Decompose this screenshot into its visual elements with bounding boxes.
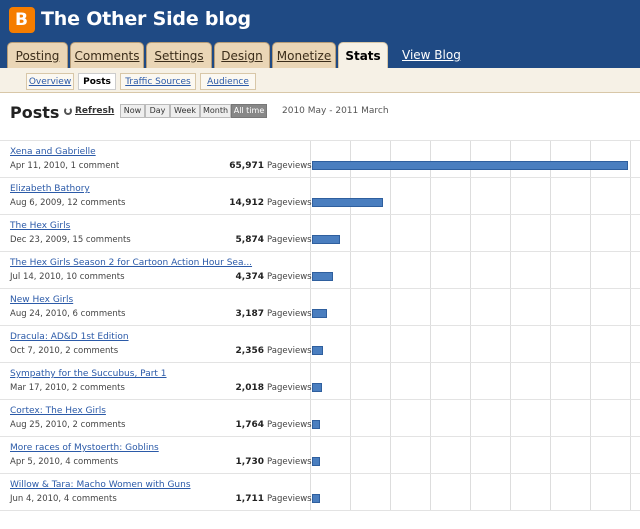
- post-title-link[interactable]: Dracula: AD&D 1st Edition: [10, 332, 129, 342]
- pageview-count: 2,356: [235, 346, 264, 356]
- table-row: Willow & Tara: Macho Women with Guns Jun…: [0, 473, 640, 510]
- post-meta: Jul 14, 2010, 10 comments: [10, 272, 125, 282]
- table-row: Dracula: AD&D 1st Edition Oct 7, 2010, 2…: [0, 325, 640, 362]
- range-day-button[interactable]: Day: [145, 104, 170, 118]
- post-title-link[interactable]: The Hex Girls Season 2 for Cartoon Actio…: [10, 258, 253, 268]
- post-meta: Jun 4, 2010, 4 comments: [10, 494, 117, 504]
- pageview-count: 5,874: [235, 235, 264, 245]
- table-row: New Hex Girls Aug 24, 2010, 6 comments 3…: [0, 288, 640, 325]
- tab-comments[interactable]: Comments: [70, 42, 144, 68]
- tab-settings[interactable]: Settings: [146, 42, 212, 68]
- post-title-link[interactable]: The Hex Girls: [10, 221, 71, 231]
- pageview-count: 4,374: [235, 272, 264, 282]
- date-range-label: 2010 May - 2011 March: [282, 106, 389, 116]
- pageview-label: Pageviews: [267, 420, 312, 430]
- pageview-label: Pageviews: [267, 309, 312, 319]
- post-meta: Aug 24, 2010, 6 comments: [10, 309, 126, 319]
- pageview-bar: [312, 309, 327, 318]
- stats-subnav: Overview Posts Traffic Sources Audience: [0, 68, 640, 93]
- blogger-logo-icon[interactable]: B: [9, 7, 35, 33]
- table-row: Cortex: The Hex Girls Aug 25, 2010, 2 co…: [0, 399, 640, 436]
- post-title-link[interactable]: Elizabeth Bathory: [10, 184, 90, 194]
- post-title-link[interactable]: Xena and Gabrielle: [10, 147, 96, 157]
- range-month-button[interactable]: Month: [200, 104, 231, 118]
- subtab-posts[interactable]: Posts: [78, 73, 116, 90]
- row-divider: [0, 251, 640, 252]
- pageview-bar: [312, 346, 323, 355]
- post-title-link[interactable]: Willow & Tara: Macho Women with Guns: [10, 480, 191, 490]
- pageview-count: 14,912: [229, 198, 264, 208]
- view-blog-link[interactable]: View Blog: [402, 48, 461, 62]
- table-row: Xena and Gabrielle Apr 11, 2010, 1 comme…: [0, 140, 640, 177]
- range-now-button[interactable]: Now: [120, 104, 145, 118]
- pageview-label: Pageviews: [267, 346, 312, 356]
- pageview-label: Pageviews: [267, 235, 312, 245]
- post-meta: Aug 6, 2009, 12 comments: [10, 198, 126, 208]
- post-meta: Dec 23, 2009, 15 comments: [10, 235, 131, 245]
- pageview-label: Pageviews: [267, 457, 312, 467]
- pageview-label: Pageviews: [267, 161, 312, 171]
- refresh-icon[interactable]: [64, 107, 72, 115]
- post-meta: Apr 5, 2010, 4 comments: [10, 457, 119, 467]
- pageview-count: 1,730: [235, 457, 264, 467]
- row-divider: [0, 362, 640, 363]
- post-meta: Apr 11, 2010, 1 comment: [10, 161, 120, 171]
- tab-monetize[interactable]: Monetize: [272, 42, 336, 68]
- pageview-count: 2,018: [235, 383, 264, 393]
- pageview-label: Pageviews: [267, 272, 312, 282]
- post-title-link[interactable]: Sympathy for the Succubus, Part 1: [10, 369, 167, 379]
- tab-stats[interactable]: Stats: [338, 42, 388, 68]
- tab-design[interactable]: Design: [214, 42, 270, 68]
- table-row: Sympathy for the Succubus, Part 1 Mar 17…: [0, 362, 640, 399]
- post-title-link[interactable]: Cortex: The Hex Girls: [10, 406, 106, 416]
- table-row: More races of Mystoerth: Goblins Apr 5, …: [0, 436, 640, 473]
- pageview-bar: [312, 457, 320, 466]
- table-row: The Hex Girls Season 2 for Cartoon Actio…: [0, 251, 640, 288]
- pageview-bar: [312, 494, 320, 503]
- row-divider: [0, 399, 640, 400]
- range-week-button[interactable]: Week: [170, 104, 200, 118]
- subtab-audience[interactable]: Audience: [200, 73, 256, 90]
- pageview-label: Pageviews: [267, 494, 312, 504]
- page-title: Posts: [10, 103, 60, 122]
- tab-posting[interactable]: Posting: [7, 42, 68, 68]
- pageview-bar: [312, 161, 628, 170]
- row-divider: [0, 473, 640, 474]
- pageview-bar: [312, 235, 340, 244]
- table-row: The Hex Girls Dec 23, 2009, 15 comments …: [0, 214, 640, 251]
- pageview-label: Pageviews: [267, 198, 312, 208]
- row-divider: [0, 436, 640, 437]
- row-divider: [0, 288, 640, 289]
- range-all-time-button[interactable]: All time: [231, 104, 267, 118]
- blog-title: The Other Side blog: [41, 8, 251, 30]
- table-row: Elizabeth Bathory Aug 6, 2009, 12 commen…: [0, 177, 640, 214]
- pageview-bar: [312, 198, 383, 207]
- subtab-traffic-sources[interactable]: Traffic Sources: [120, 73, 196, 90]
- post-meta: Oct 7, 2010, 2 comments: [10, 346, 119, 356]
- post-title-link[interactable]: More races of Mystoerth: Goblins: [10, 443, 159, 453]
- row-divider: [0, 510, 640, 511]
- logo-letter: B: [15, 10, 28, 30]
- row-divider: [0, 177, 640, 178]
- refresh-link[interactable]: Refresh: [75, 106, 115, 116]
- pageview-label: Pageviews: [267, 383, 312, 393]
- row-divider: [0, 214, 640, 215]
- subtab-overview[interactable]: Overview: [26, 73, 74, 90]
- row-divider: [0, 140, 640, 141]
- pageview-bar: [312, 420, 320, 429]
- row-divider: [0, 325, 640, 326]
- pageview-count: 1,764: [235, 420, 264, 430]
- post-meta: Aug 25, 2010, 2 comments: [10, 420, 126, 430]
- post-title-link[interactable]: New Hex Girls: [10, 295, 74, 305]
- pageview-bar: [312, 272, 333, 281]
- pageview-count: 1,711: [235, 494, 264, 504]
- pageview-count: 65,971: [229, 161, 264, 171]
- post-meta: Mar 17, 2010, 2 comments: [10, 383, 125, 393]
- pageview-bar: [312, 383, 322, 392]
- pageview-count: 3,187: [235, 309, 264, 319]
